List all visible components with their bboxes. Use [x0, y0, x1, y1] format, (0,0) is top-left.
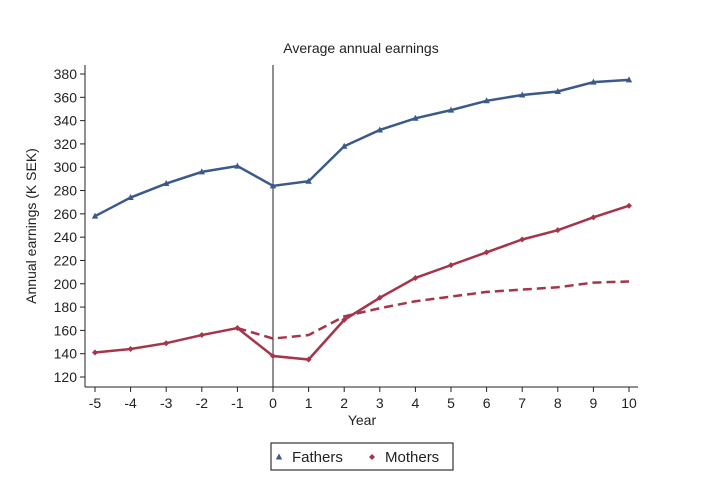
fathers-point	[305, 177, 312, 184]
legend-label-fathers: Fathers	[292, 449, 343, 466]
y-tick-label: 200	[54, 276, 78, 292]
x-tick-label: 4	[412, 395, 420, 411]
fathers-point	[554, 87, 561, 94]
y-tick-label: 320	[54, 136, 78, 152]
x-tick-label: -3	[160, 395, 173, 411]
mothers-point	[341, 316, 348, 323]
fathers-point	[376, 126, 383, 133]
y-tick-label: 340	[54, 113, 78, 129]
y-tick-label: 380	[54, 66, 78, 82]
mothers-point	[92, 349, 98, 356]
x-tick-label: 7	[518, 395, 526, 411]
fathers-point	[234, 162, 241, 169]
fathers-point	[163, 180, 170, 187]
chart-title: Average annual earnings	[283, 40, 438, 56]
x-tick-label: -2	[196, 395, 209, 411]
legend-box	[270, 442, 454, 471]
fathers-point	[269, 182, 277, 189]
mothers-point	[519, 236, 526, 243]
mothers-point	[590, 214, 597, 221]
mothers-point	[270, 353, 276, 360]
y-tick-label: 280	[54, 183, 78, 199]
mothers-point	[626, 202, 632, 209]
mothers-point	[198, 332, 205, 339]
fathers-point	[483, 97, 490, 104]
x-tick-label: 10	[621, 395, 637, 411]
x-tick-label: 1	[305, 395, 313, 411]
fathers-point	[447, 106, 455, 113]
mothers-point	[305, 356, 312, 363]
mothers-point	[483, 249, 490, 256]
mothers-point	[554, 227, 561, 234]
legend-marker-fathers	[275, 453, 283, 460]
x-tick-label: 5	[447, 395, 455, 411]
x-tick-label: 9	[590, 395, 598, 411]
x-tick-label: 3	[376, 395, 384, 411]
fathers-point	[412, 114, 419, 121]
x-tick-label: 6	[483, 395, 491, 411]
y-tick-label: 220	[54, 252, 78, 268]
x-tick-label: 8	[554, 395, 562, 411]
y-tick-label: 360	[54, 89, 78, 105]
mothers-point	[412, 274, 419, 281]
fathers-line	[94, 78, 630, 218]
legend: Fathers Mothers	[270, 442, 454, 471]
mothers-point	[163, 340, 170, 347]
mothers-line	[94, 204, 630, 361]
x-tick-label: 2	[340, 395, 348, 411]
mothers-counterfactual-line	[237, 280, 630, 340]
legend-marker-mothers	[369, 454, 375, 460]
fathers-point	[91, 212, 99, 219]
y-tick-label: 300	[54, 159, 78, 175]
x-tick-label: -5	[89, 395, 102, 411]
y-axis-label: Annual earnings (K SEK)	[23, 148, 39, 304]
x-axis-label: Year	[348, 412, 377, 428]
mothers-point	[376, 294, 383, 301]
fathers-point	[198, 168, 205, 175]
y-tick-label: 120	[54, 369, 78, 385]
fathers-point	[625, 76, 633, 83]
x-tick-label: -1	[231, 395, 244, 411]
y-tick-label: 180	[54, 299, 78, 315]
fathers-point	[341, 142, 348, 149]
legend-label-mothers: Mothers	[385, 449, 439, 466]
y-tick-label: 260	[54, 206, 78, 222]
fathers-point	[590, 78, 597, 85]
y-tick-label: 160	[54, 322, 78, 338]
fathers-point	[519, 91, 526, 98]
y-tick-label: 140	[54, 346, 78, 362]
fathers-point	[127, 194, 134, 201]
x-tick-label: -4	[124, 395, 137, 411]
mothers-point	[127, 346, 134, 353]
mothers-point	[448, 262, 454, 269]
x-tick-label: 0	[269, 395, 277, 411]
y-tick-label: 240	[54, 229, 78, 245]
